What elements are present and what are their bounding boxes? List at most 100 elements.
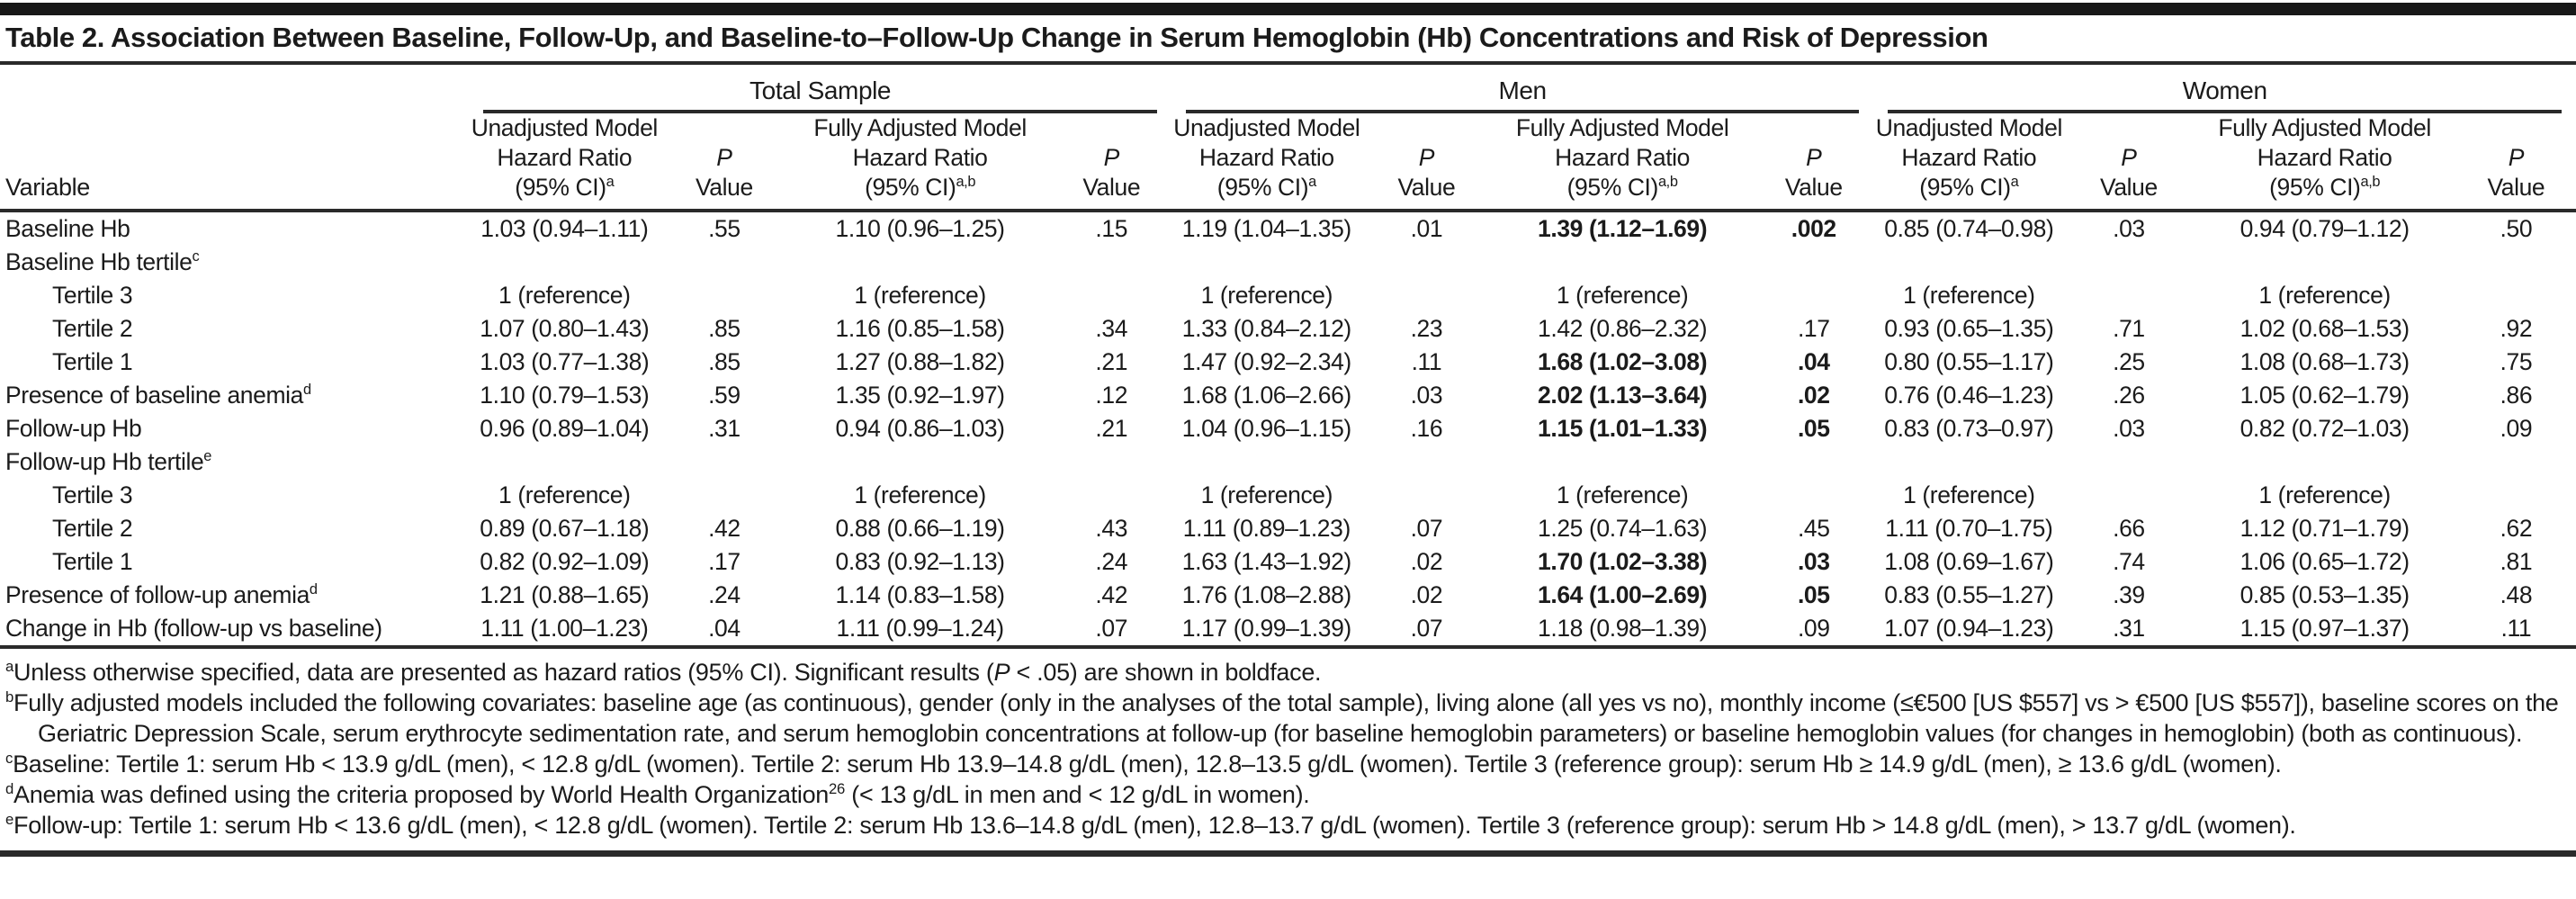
p-value-cell: .02	[1797, 382, 1830, 409]
table-row: Tertile 3 1 (reference) 1 (reference) 1 (re…	[0, 479, 2576, 512]
p-value-column-header: P Value	[1051, 113, 1171, 212]
fully-adjusted-model-column-header: Fully Adjusted Model Hazard Ratio (95% CI)…	[1491, 113, 1755, 212]
hazard-ratio-cell: 1.35 (0.92–1.97)	[835, 382, 1005, 409]
p-value-cell: .31	[2064, 612, 2194, 649]
subheader-row: Variable Unadjusted Model Hazard Ratio (95…	[0, 113, 2576, 212]
footnote-c: cBaseline: Tertile 1: serum Hb < 13.9 g/…	[5, 750, 2282, 778]
footnote-d: dAnemia was defined using the criteria p…	[5, 780, 1310, 808]
hazard-ratio-cell: 1.15 (1.01–1.33)	[1538, 415, 1708, 442]
table-row: Tertile 1 1.03 (0.77–1.38) .85 1.27 (0.88–1…	[0, 346, 2576, 379]
table-title: Table 2. Association Between Baseline, F…	[0, 15, 2576, 65]
hazard-ratio-cell	[1491, 445, 1754, 479]
hazard-ratio-cell: 1.07 (0.94–1.23)	[1873, 612, 2065, 649]
p-value-cell	[1362, 246, 1491, 279]
p-value-cell	[1754, 246, 1873, 279]
row-label: Tertile 2	[52, 515, 133, 542]
row-label: Follow-up Hb	[5, 415, 142, 442]
bottom-rule	[0, 850, 2576, 857]
hazard-ratio-cell	[1491, 246, 1754, 279]
p-value-cell: .71	[2113, 315, 2145, 342]
table-header: Total Sample Men Women Variable Unadjust…	[0, 65, 2576, 212]
hazard-ratio-cell: 0.83 (0.92–1.13)	[835, 548, 1005, 575]
p-value-column-header: P Value	[2064, 113, 2194, 212]
p-value-cell	[2064, 279, 2193, 312]
group-header-total-sample: Total Sample	[469, 65, 1171, 113]
row-label: Baseline Hb	[5, 215, 130, 242]
p-value-cell	[660, 445, 788, 479]
p-value-cell: .85	[708, 315, 740, 342]
p-value-cell	[1754, 479, 1873, 512]
hazard-ratio-cell: 1.02 (0.68–1.53)	[2239, 315, 2410, 342]
hazard-ratio-cell	[469, 246, 660, 279]
table-row: Presence of baseline anemiad 1.10 (0.79–1…	[0, 379, 2576, 412]
hazard-ratio-cell: 1.05 (0.62–1.79)	[2239, 382, 2410, 409]
hazard-ratio-cell: 1.33 (0.84–2.12)	[1181, 315, 1351, 342]
p-value-cell: .07	[1361, 612, 1492, 649]
hazard-ratio-cell	[789, 445, 1052, 479]
hazard-ratio-cell: 1 (reference)	[1903, 481, 2035, 508]
unadjusted-model-column-header: Unadjusted Model Hazard Ratio (95% CI)a	[1873, 113, 2065, 212]
p-value-cell: .002	[1791, 215, 1836, 242]
hazard-ratio-cell: 0.82 (0.72–1.03)	[2239, 415, 2410, 442]
footnote-e: eFollow-up: Tertile 1: serum Hb < 13.6 g…	[5, 811, 2296, 839]
group-label: Total Sample	[483, 76, 1157, 113]
p-value-cell: .16	[1410, 415, 1443, 442]
p-value-cell: .59	[708, 382, 740, 409]
fully-adjusted-model-column-header: Fully Adjusted Model Hazard Ratio (95% CI)…	[2193, 113, 2456, 212]
p-value-cell: .81	[2500, 548, 2533, 575]
table-row: Change in Hb (follow-up vs baseline) 1.11…	[0, 612, 2576, 649]
hazard-ratio-cell: 1 (reference)	[1556, 481, 1689, 508]
p-value-cell: .04	[1797, 348, 1830, 375]
p-value-cell: .12	[1095, 382, 1128, 409]
hazard-ratio-cell: 1 (reference)	[2258, 481, 2391, 508]
variable-column-header: Variable	[0, 113, 470, 212]
p-value-cell: .39	[2113, 581, 2145, 608]
table-row: Tertile 1 0.82 (0.92–1.09) .17 0.83 (0.92–1…	[0, 545, 2576, 579]
hazard-ratio-cell: 1 (reference)	[1903, 282, 2035, 309]
p-value-cell	[2456, 445, 2576, 479]
hazard-ratio-cell: 0.85 (0.74–0.98)	[1884, 215, 2054, 242]
footnote-b: bFully adjusted models included the foll…	[5, 688, 2559, 747]
p-value-cell: .03	[2113, 215, 2145, 242]
p-value-cell	[2064, 246, 2193, 279]
hazard-ratio-cell: 1 (reference)	[854, 481, 986, 508]
group-label: Women	[1888, 76, 2562, 113]
row-label: Tertile 2	[52, 315, 133, 342]
row-label: Follow-up Hb tertilee	[5, 448, 212, 475]
p-value-cell	[1052, 479, 1171, 512]
hazard-ratio-cell: 0.82 (0.92–1.09)	[480, 548, 650, 575]
p-value-cell: .75	[2500, 348, 2533, 375]
section-row: Baseline Hb tertilec	[0, 246, 2576, 279]
p-value-cell: .11	[1411, 348, 1442, 375]
row-label: Baseline Hb tertilec	[5, 248, 200, 275]
p-value-cell: .11	[2455, 612, 2576, 649]
p-value-cell: .02	[1410, 548, 1443, 575]
table-row: Tertile 3 1 (reference) 1 (reference) 1 (re…	[0, 279, 2576, 312]
row-label: Presence of follow-up anemiad	[5, 581, 318, 608]
p-value-cell: .62	[2500, 515, 2533, 542]
p-value-cell	[1362, 279, 1491, 312]
hazard-ratio-cell: 0.80 (0.55–1.17)	[1884, 348, 2054, 375]
p-value-cell: .86	[2500, 382, 2533, 409]
hazard-ratio-cell: 1.12 (0.71–1.79)	[2239, 515, 2410, 542]
hazard-ratio-cell: 1 (reference)	[1200, 282, 1333, 309]
hazard-ratio-cell: 1.42 (0.86–2.32)	[1538, 315, 1708, 342]
p-value-cell: .85	[708, 348, 740, 375]
results-table: Total Sample Men Women Variable Unadjust…	[0, 65, 2576, 649]
p-value-cell: .25	[2113, 348, 2145, 375]
p-value-cell: .26	[2113, 382, 2145, 409]
hazard-ratio-cell: 1.47 (0.92–2.34)	[1181, 348, 1351, 375]
table-row: Tertile 2 1.07 (0.80–1.43) .85 1.16 (0.85–1…	[0, 312, 2576, 346]
hazard-ratio-cell: 0.89 (0.67–1.18)	[480, 515, 650, 542]
fully-adjusted-model-column-header: Fully Adjusted Model Hazard Ratio (95% CI)…	[788, 113, 1052, 212]
p-value-cell: .01	[1410, 215, 1443, 242]
hazard-ratio-cell	[2194, 246, 2456, 279]
hazard-ratio-cell: 0.83 (0.73–0.97)	[1884, 415, 2054, 442]
hazard-ratio-cell: 1.03 (0.77–1.38)	[480, 348, 650, 375]
p-value-cell: .31	[708, 415, 740, 442]
footnotes: aUnless otherwise specified, data are pr…	[0, 649, 2576, 844]
hazard-ratio-cell: 1.17 (0.99–1.39)	[1171, 612, 1362, 649]
p-value-cell	[2456, 479, 2576, 512]
hazard-ratio-cell: 1 (reference)	[498, 282, 631, 309]
hazard-ratio-cell: 1.15 (0.97–1.37)	[2193, 612, 2456, 649]
